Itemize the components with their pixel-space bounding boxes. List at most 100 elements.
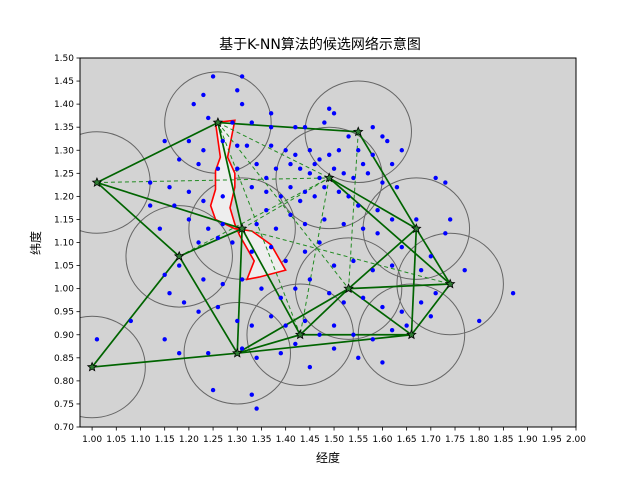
- x-tick-label: 1.75: [445, 435, 465, 445]
- demand-point: [297, 166, 303, 171]
- demand-point: [356, 148, 361, 153]
- demand-point: [249, 392, 254, 397]
- demand-point: [346, 194, 351, 199]
- station-star: [411, 223, 422, 234]
- demand-point: [389, 161, 395, 167]
- dashed-edge: [241, 228, 451, 285]
- demand-point: [302, 249, 308, 254]
- demand-point: [370, 152, 375, 158]
- station-star: [232, 347, 243, 358]
- demand-point: [186, 138, 192, 144]
- y-tick-label: 0.85: [54, 354, 74, 364]
- station-star: [173, 250, 185, 261]
- demand-point: [428, 254, 434, 259]
- demand-point: [230, 120, 235, 125]
- demand-point: [307, 148, 313, 153]
- solid-edge: [241, 228, 301, 336]
- y-tick-label: 1.30: [54, 146, 74, 156]
- demand-point: [418, 300, 424, 305]
- y-tick-label: 1.50: [54, 54, 74, 64]
- demand-point: [201, 92, 206, 98]
- demand-point: [215, 304, 221, 310]
- demand-point: [331, 263, 337, 268]
- demand-point: [288, 161, 293, 167]
- solid-edge: [217, 121, 359, 133]
- demand-point: [239, 277, 245, 282]
- y-tick-label: 1.05: [54, 262, 74, 272]
- demand-point: [264, 175, 269, 181]
- demand-point: [220, 138, 225, 144]
- demand-point: [399, 244, 404, 250]
- y-tick-label: 1.15: [54, 215, 74, 225]
- demand-point: [177, 351, 182, 356]
- solid-edge: [415, 228, 451, 285]
- demand-point: [215, 235, 221, 241]
- x-tick-label: 1.25: [203, 435, 223, 445]
- y-tick-label: 0.70: [54, 423, 74, 433]
- x-tick-label: 1.05: [106, 435, 126, 445]
- y-tick-label: 0.90: [54, 331, 74, 341]
- demand-point: [254, 221, 259, 227]
- solid-edge: [236, 228, 243, 354]
- demand-point: [278, 295, 284, 301]
- solid-edge: [178, 227, 243, 258]
- x-tick-label: 1.70: [421, 435, 441, 445]
- solid-edge: [299, 288, 350, 336]
- demand-point: [399, 148, 404, 153]
- x-tick-label: 1.95: [542, 435, 562, 445]
- demand-point: [327, 291, 332, 296]
- demand-point: [215, 166, 221, 171]
- demand-point: [196, 309, 201, 314]
- y-tick-label: 1.45: [54, 77, 74, 87]
- demand-point: [177, 157, 182, 162]
- demand-point: [312, 161, 317, 167]
- demand-point: [341, 221, 346, 227]
- demand-point: [177, 263, 182, 268]
- demand-point: [331, 346, 337, 351]
- demand-point: [389, 327, 395, 333]
- demand-point: [370, 267, 375, 273]
- demand-point: [249, 120, 254, 125]
- solid-edge: [410, 283, 451, 336]
- x-tick-label: 1.10: [130, 435, 150, 445]
- plot-background: [80, 58, 576, 427]
- dashed-edge: [96, 177, 330, 184]
- demand-point: [356, 355, 361, 361]
- demand-point: [375, 231, 380, 236]
- demand-point: [312, 194, 317, 199]
- y-tick-label: 1.25: [54, 169, 74, 179]
- solid-edge: [237, 333, 301, 355]
- y-tick-label: 1.00: [54, 285, 74, 295]
- x-tick-label: 1.20: [179, 435, 199, 445]
- y-tick-label: 1.10: [54, 239, 74, 249]
- x-axis-title: 经度: [316, 450, 340, 465]
- demand-point: [172, 203, 177, 208]
- station-markers: [86, 117, 456, 372]
- demand-point: [404, 323, 409, 328]
- x-tick-label: 1.30: [227, 435, 247, 445]
- demand-point: [380, 180, 385, 185]
- demand-point: [307, 364, 313, 370]
- x-tick-label: 1.50: [324, 435, 344, 445]
- demand-point: [341, 171, 346, 176]
- demand-point: [273, 226, 279, 231]
- x-tick-label: 1.80: [469, 435, 489, 445]
- demand-point: [278, 194, 284, 199]
- demand-point: [283, 323, 288, 328]
- demand-point: [244, 143, 250, 148]
- demand-point: [477, 318, 482, 324]
- demand-point: [293, 152, 298, 158]
- x-tick-label: 2.00: [566, 435, 586, 445]
- demand-point: [399, 309, 404, 314]
- demand-point: [351, 175, 356, 181]
- y-tick-label: 0.95: [54, 308, 74, 318]
- solid-edge: [96, 121, 219, 184]
- y-tick-label: 1.35: [54, 123, 74, 133]
- x-tick-label: 1.40: [276, 435, 296, 445]
- demand-point: [322, 184, 327, 190]
- demand-point: [302, 124, 308, 130]
- demand-point: [235, 88, 240, 93]
- demand-point: [268, 244, 274, 250]
- demand-point: [128, 318, 134, 324]
